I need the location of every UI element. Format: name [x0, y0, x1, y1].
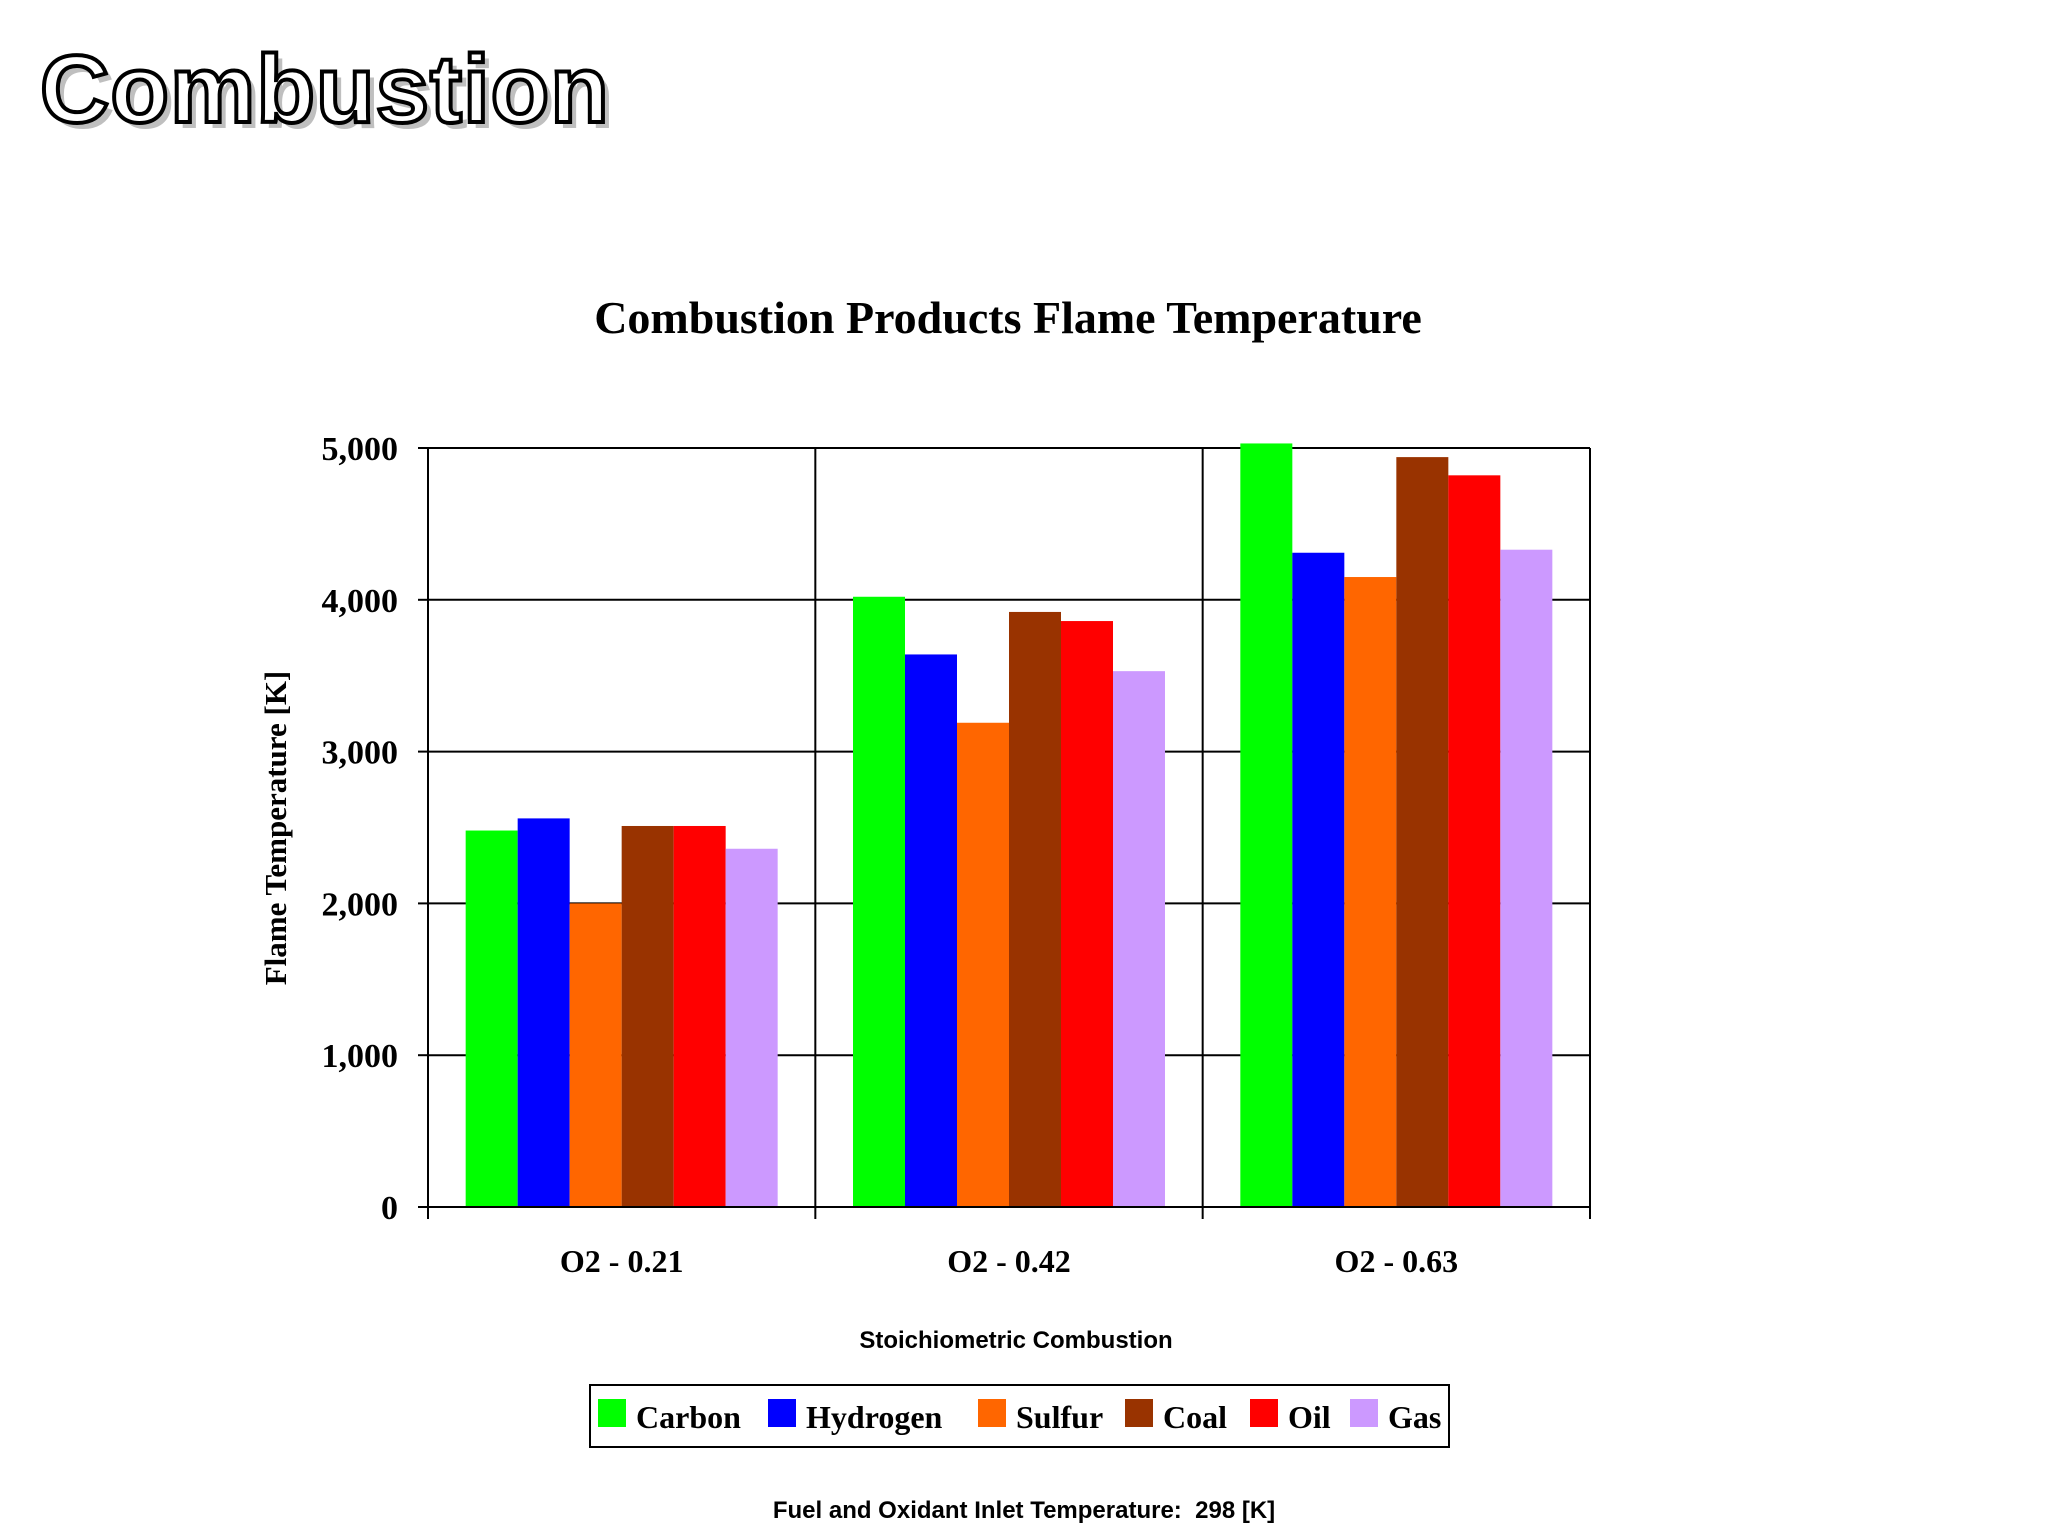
legend-label-sulfur: Sulfur	[1016, 1399, 1103, 1435]
y-tick-label: 3,000	[322, 735, 399, 772]
slide-title: Combustion	[38, 36, 611, 143]
bar-gas	[1500, 549, 1553, 1207]
legend-label-coal: Coal	[1163, 1399, 1227, 1435]
legend-swatch-oil	[1250, 1399, 1278, 1427]
y-tick-label: 4,000	[322, 583, 399, 620]
y-axis-title: Flame Temperature [K]	[258, 671, 293, 986]
y-tick-label: 1,000	[322, 1038, 399, 1075]
legend-box	[589, 1384, 1450, 1448]
bar-hydrogen	[517, 818, 570, 1207]
bar-gas	[725, 848, 778, 1207]
x-tick-label: O2 - 0.42	[947, 1243, 1071, 1279]
bar-carbon	[853, 596, 905, 1207]
legend-label-carbon: Carbon	[636, 1399, 741, 1435]
y-tick-label: 2,000	[322, 886, 399, 923]
legend-swatch-carbon	[598, 1399, 626, 1427]
bar-oil	[1448, 475, 1501, 1208]
bar-carbon	[465, 830, 518, 1207]
chart-title: Combustion Products Flame Temperature	[594, 292, 1422, 343]
bar-hydrogen	[1292, 552, 1345, 1207]
bar-sulfur	[957, 722, 1009, 1207]
legend: Carbon Hydrogen Sulfur Coal Oil Gas	[589, 1384, 1450, 1448]
bar-gas	[1113, 671, 1165, 1207]
bar-oil	[673, 825, 726, 1207]
y-tick-label: 5,000	[322, 431, 399, 468]
legend-label-oil: Oil	[1288, 1399, 1331, 1435]
x-tick-label: O2 - 0.21	[560, 1243, 684, 1279]
bar-coal	[621, 825, 674, 1207]
bar-coal	[1009, 611, 1061, 1207]
bar-carbon	[1240, 443, 1293, 1207]
legend-label-gas: Gas	[1388, 1399, 1441, 1435]
bar-sulfur	[1344, 577, 1397, 1207]
x-axis-title: Stoichiometric Combustion	[859, 1327, 1172, 1354]
bar-coal	[1396, 457, 1449, 1207]
legend-swatch-gas	[1350, 1399, 1378, 1427]
legend-label-hydrogen: Hydrogen	[806, 1399, 943, 1435]
plot-area: 0 1,000 2,000 3,000 4,000 5,000 O2 - 0.21 O2 - …	[322, 431, 1591, 1279]
x-tick-label: O2 - 0.63	[1335, 1243, 1459, 1279]
footnote: Fuel and Oxidant Inlet Temperature: 298 …	[772, 1497, 1276, 1524]
bar-sulfur	[569, 903, 622, 1207]
legend-swatch-coal	[1125, 1399, 1153, 1427]
legend-swatch-hydrogen	[768, 1399, 796, 1427]
legend-swatch-sulfur	[978, 1399, 1006, 1427]
y-tick-label: 0	[381, 1190, 398, 1227]
bar-hydrogen	[905, 654, 957, 1207]
bar-oil	[1061, 621, 1113, 1207]
